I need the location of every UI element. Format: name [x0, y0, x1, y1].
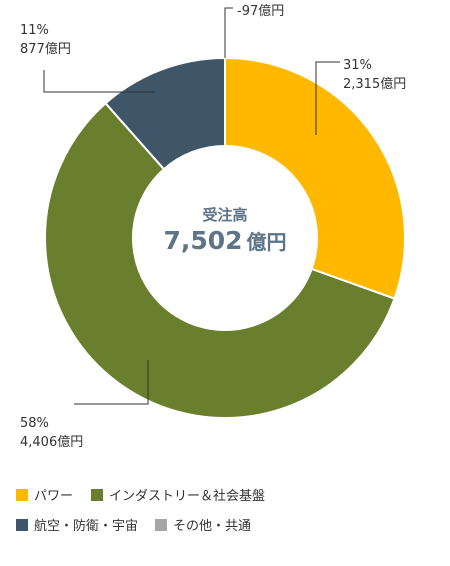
center-total-unit: 億円: [246, 230, 287, 254]
legend-swatch-aerospace: [16, 519, 28, 531]
legend-label-other: その他・共通: [173, 519, 252, 534]
label-aerospace-value: 877億円: [20, 42, 71, 57]
legend-swatch-power: [16, 489, 28, 501]
label-other-value: -97億円: [237, 4, 285, 19]
leader-other: [224, 7, 233, 58]
center-total-label: 受注高: [202, 206, 248, 224]
legend-label-industry: インダストリー＆社会基盤: [109, 489, 266, 504]
leader-industry: [74, 360, 149, 405]
leader-aerospace: [43, 70, 155, 93]
label-aerospace-percent: 11%: [20, 23, 49, 38]
legend-item-power: パワー: [16, 488, 73, 506]
legend-label-power: パワー: [34, 489, 74, 504]
legend-item-aerospace: 航空・防衛・宇宙: [16, 518, 138, 536]
label-other: -97億円: [237, 2, 284, 21]
label-industry-value: 4,406億円: [20, 435, 84, 450]
slice-2: [104, 56, 226, 171]
label-power-percent: 31%: [343, 58, 372, 73]
center-total-value: 7,502 億円: [130, 226, 320, 255]
label-industry-percent: 58%: [20, 416, 49, 431]
legend-item-industry: インダストリー＆社会基盤: [91, 488, 265, 506]
slice-1: [44, 101, 396, 419]
legend-swatch-other: [155, 519, 167, 531]
slice-0: [224, 56, 406, 300]
legend-item-other: その他・共通: [155, 518, 251, 536]
center-total-number: 7,502: [163, 226, 243, 255]
label-power: 31% 2,315億円: [343, 56, 406, 94]
leader-power: [315, 61, 340, 135]
legend-label-aerospace: 航空・防衛・宇宙: [34, 519, 139, 534]
label-aerospace: 11% 877億円: [20, 21, 71, 59]
label-industry: 58% 4,406億円: [20, 414, 83, 452]
legend-swatch-industry: [91, 489, 103, 501]
label-power-value: 2,315億円: [343, 77, 407, 92]
